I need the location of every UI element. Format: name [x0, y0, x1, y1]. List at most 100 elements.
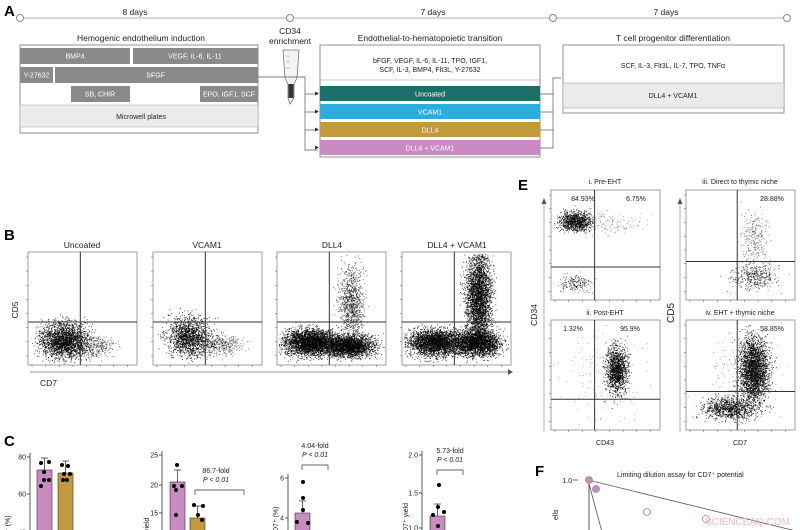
y-tick-label: 80 [18, 455, 26, 462]
connector-lines [258, 76, 561, 151]
condition-bar [320, 86, 540, 101]
fit-line [587, 479, 602, 530]
significance-bracket [194, 489, 245, 495]
timeline-node [286, 14, 294, 22]
data-point [42, 470, 46, 474]
panel-label-a: A [4, 3, 15, 20]
y-tick-label: 20 [150, 483, 158, 490]
data-point [437, 483, 441, 487]
data-point [196, 513, 200, 517]
y-axis-label: D7⁺ (%) [273, 507, 280, 530]
panel-label-e: E [518, 177, 528, 194]
data-point [62, 472, 66, 476]
p-value: P < 0.01 [203, 477, 229, 484]
timeline-node [783, 14, 791, 22]
data-point [42, 478, 46, 482]
flow-cytometry-plot [549, 189, 661, 302]
panel-e: E i. Pre-EHT ii. Post-EHT iii. Direct to… [518, 177, 796, 447]
data-point [47, 478, 51, 482]
data-point [65, 478, 69, 482]
scatter-dots [554, 205, 652, 294]
bar-chart: 2.0 1.5 1.0D7⁺ yield 5.73-fold P < 0.01 [403, 448, 464, 530]
gate-percent: 84.93% [571, 196, 595, 203]
timeline-node [16, 14, 24, 22]
factor-bar [20, 48, 130, 64]
substrate-label: DLL4 + VCAM1 [649, 93, 698, 100]
plot-title: Limiting dilution assay for CD7⁺ potenti… [617, 472, 744, 479]
y-tick-label: 4 [280, 516, 284, 523]
bar-chart: 806040⁺ (%) [5, 453, 74, 530]
scatter-dots [32, 314, 121, 364]
stage2-factors: bFGF, VEGF, IL-6, IL-11, TPO, IGF1, [373, 58, 487, 65]
data-point [174, 513, 178, 517]
factor-label: SB, CHIR [85, 92, 115, 99]
y-tick-label: 2.0 [408, 453, 418, 460]
data-point [172, 484, 176, 488]
watermark: SCIENCEAQ.COM [705, 517, 790, 528]
plot-title: iii. Direct to thymic niche [702, 179, 778, 186]
enrichment-label: enrichment [269, 36, 312, 46]
y-axis-label: CD5 [666, 303, 677, 323]
condition-bar [320, 140, 540, 155]
factor-label: bFGF [147, 73, 165, 80]
flow-cytometry-plot [684, 189, 796, 302]
stage1-title: Hemogenic endothelium induction [77, 33, 205, 43]
data-point [301, 496, 305, 500]
gate-percent: 28.88% [760, 196, 784, 203]
panel-b: B Uncoated VCAM1 DLL4 DLL4 + VCAM1 CD5 C… [4, 227, 513, 388]
scatter-dots [157, 308, 251, 364]
stage3-factors: SCF, IL-3, Flt3L, IL-7, TPO, TNFα [621, 63, 725, 70]
factor-bar [20, 67, 53, 83]
data-point [643, 508, 651, 516]
significance-bracket [436, 469, 464, 475]
plot-title: ii. Post-EHT [586, 310, 624, 317]
stage3-title: T cell progenitor differentiation [616, 33, 730, 43]
data-point [61, 478, 65, 482]
factor-bar [71, 86, 130, 102]
y-tick-label: 25 [150, 453, 158, 460]
condition-label: DLL4 + VCAM1 [406, 146, 455, 153]
fold-change: 5.73-fold [436, 448, 463, 455]
flow-cytometry-plot [549, 319, 661, 432]
scatter-dots [553, 325, 651, 425]
flow-cytometry-plot [400, 251, 512, 367]
panel-label-f: F [535, 463, 544, 480]
data-point [68, 472, 72, 476]
data-point [585, 476, 593, 484]
plot-title: DLL4 [322, 240, 343, 250]
factor-bar [200, 86, 258, 102]
gate-percent: 1.32% [563, 326, 583, 333]
substrate-bar [19, 104, 259, 128]
y-axis-label: CD5 [10, 301, 20, 318]
y-axis-label: ells [553, 509, 560, 520]
y-tick-label: 1.0 [562, 478, 572, 485]
flow-cytometry-plot [151, 251, 263, 367]
data-point [66, 464, 70, 468]
y-axis-label: yield [144, 517, 151, 530]
data-point [174, 488, 178, 492]
factor-label: VEGF, IL-6, IL-11 [168, 54, 222, 61]
enrichment-label: CD34 [279, 26, 301, 36]
y-tick-label: 15 [150, 511, 158, 518]
y-axis-label: CD34 [529, 304, 539, 326]
plot-title: VCAM1 [192, 240, 222, 250]
data-point [192, 503, 196, 507]
y-tick-label: 1.5 [408, 491, 418, 498]
flow-cytometry-plot [26, 251, 138, 367]
x-axis-label: CD7 [733, 440, 747, 447]
panel-label-b: B [4, 227, 15, 244]
factor-label: BMP4 [65, 54, 84, 61]
fold-change: 4.04-fold [301, 443, 328, 450]
data-point [431, 513, 435, 517]
panel-a: A 8 days 7 days 7 days Hemogenic endothe… [4, 3, 791, 158]
data-point [301, 508, 305, 512]
factor-bar [133, 48, 258, 64]
y-tick-label: 60 [18, 492, 26, 499]
data-point [592, 485, 600, 493]
data-point [200, 518, 204, 522]
flow-cytometry-plot [275, 251, 387, 367]
fit-line [587, 479, 794, 530]
